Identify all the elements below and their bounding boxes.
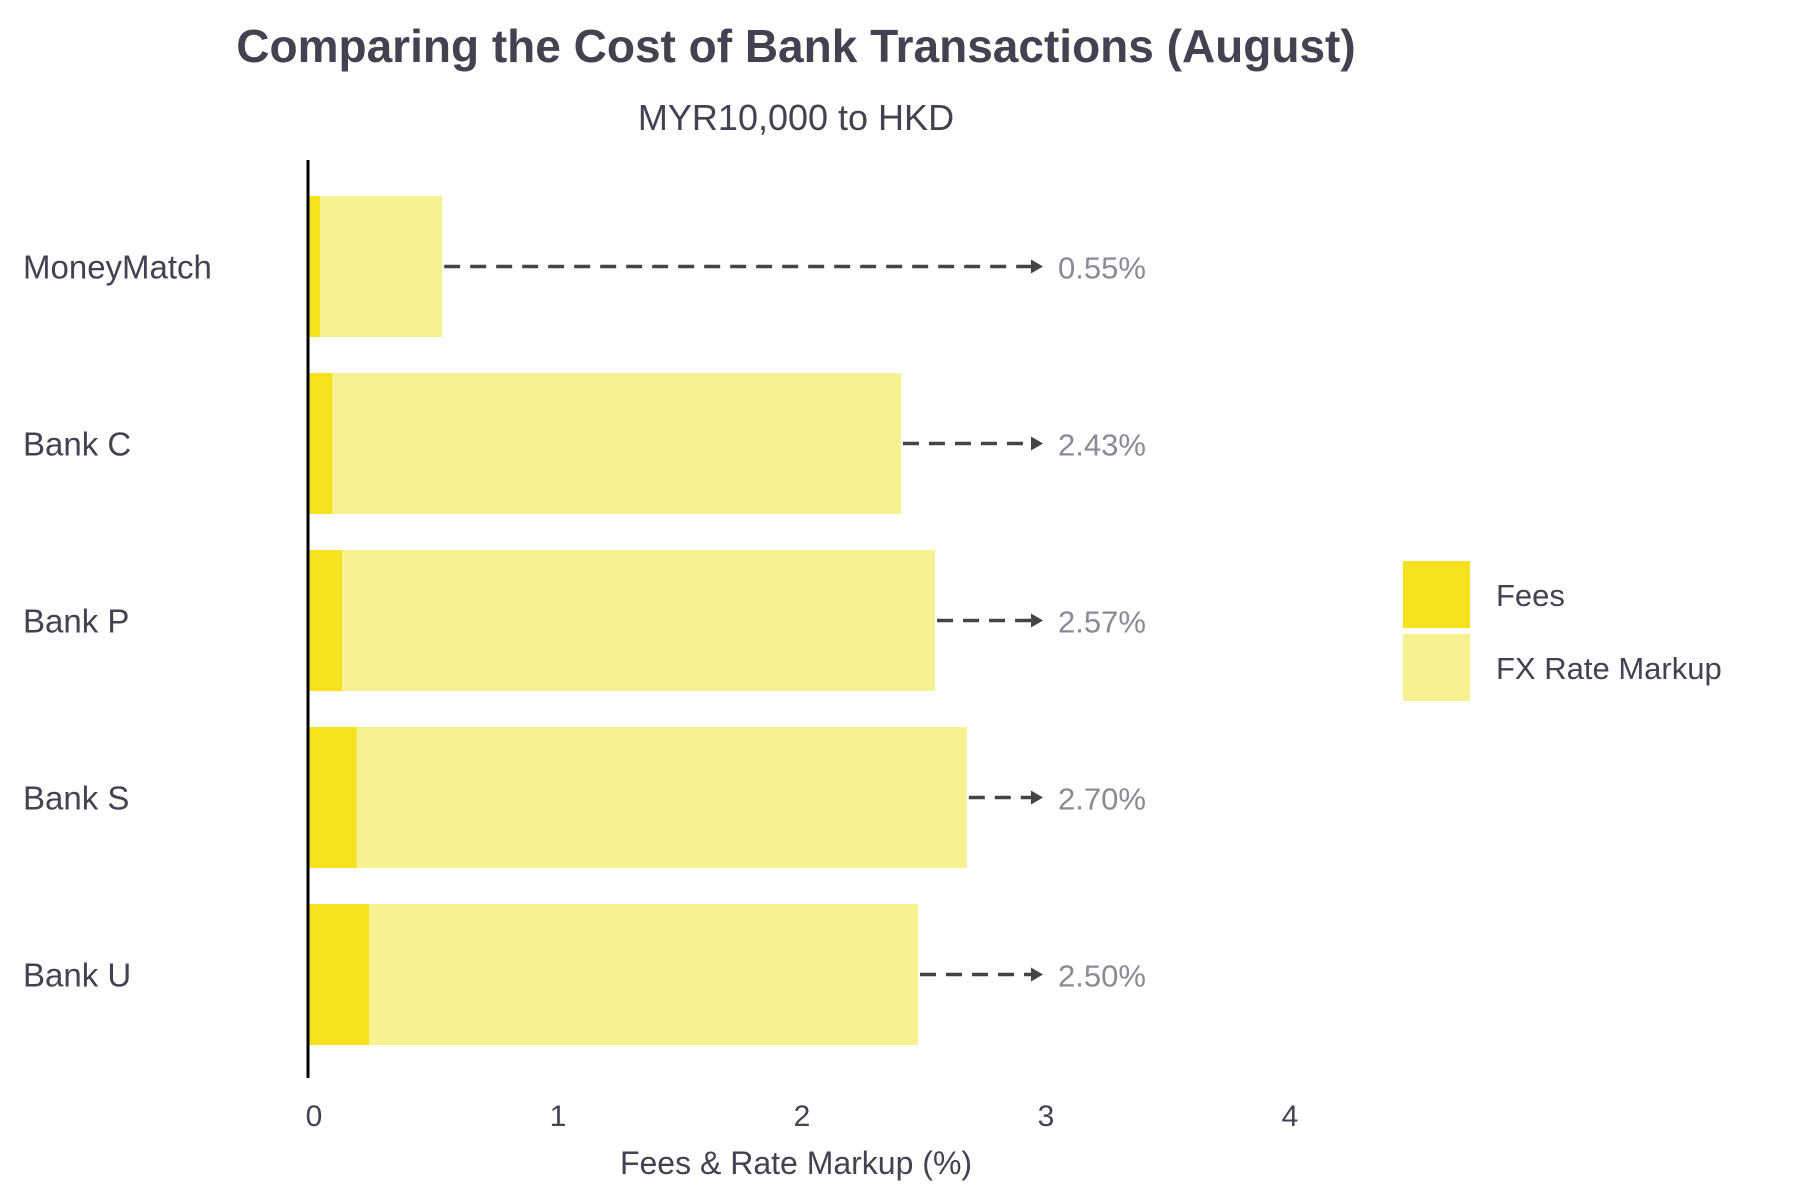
arrow-head-moneymatch	[1031, 259, 1043, 274]
x-tick-label-4: 4	[1282, 1100, 1299, 1133]
bar-fx-rate-markup-bank-p	[342, 550, 936, 691]
category-label-bank-u: Bank U	[23, 957, 131, 994]
legend: Fees FX Rate Markup	[1403, 561, 1722, 701]
category-label-bank-s: Bank S	[23, 780, 129, 817]
chart-title: Comparing the Cost of Bank Transactions …	[236, 20, 1355, 72]
category-label-moneymatch: MoneyMatch	[23, 249, 212, 286]
x-axis-label: Fees & Rate Markup (%)	[620, 1145, 972, 1181]
total-label-bank-s: 2.70%	[1058, 782, 1146, 817]
bar-fx-rate-markup-bank-c	[332, 373, 901, 514]
x-tick-label-3: 3	[1038, 1100, 1055, 1133]
arrow-head-bank-u	[1031, 967, 1043, 982]
bar-fees-moneymatch	[308, 196, 321, 337]
bars-layer	[308, 196, 967, 1045]
arrow-head-bank-c	[1031, 436, 1043, 451]
legend-label-fees: Fees	[1496, 578, 1565, 613]
legend-swatch-fees	[1403, 561, 1470, 628]
total-label-bank-c: 2.43%	[1058, 428, 1146, 463]
bar-fees-bank-s	[308, 727, 357, 868]
legend-swatch-fx-rate-markup	[1403, 634, 1470, 701]
total-label-moneymatch: 0.55%	[1058, 251, 1146, 286]
total-label-bank-u: 2.50%	[1058, 959, 1146, 994]
arrow-head-bank-p	[1031, 613, 1043, 628]
bar-fees-bank-c	[308, 373, 333, 514]
bar-fx-rate-markup-bank-u	[369, 904, 918, 1045]
legend-label-fx-rate-markup: FX Rate Markup	[1496, 651, 1722, 686]
category-label-bank-p: Bank P	[23, 603, 129, 640]
chart-subtitle: MYR10,000 to HKD	[638, 97, 954, 138]
bar-fx-rate-markup-bank-s	[356, 727, 967, 868]
total-label-bank-p: 2.57%	[1058, 605, 1146, 640]
bar-fx-rate-markup-moneymatch	[320, 196, 443, 337]
x-tick-label-1: 1	[550, 1100, 567, 1133]
x-ticks: 0 1 2 3 4	[306, 1100, 1299, 1133]
category-label-bank-c: Bank C	[23, 426, 131, 463]
labels-layer: MoneyMatch 0.55% Bank C 2.43% Bank P 2.57% Ban…	[23, 249, 1146, 994]
x-tick-label-0: 0	[306, 1100, 323, 1133]
x-tick-label-2: 2	[794, 1100, 811, 1133]
arrows-layer	[444, 259, 1043, 982]
bar-fees-bank-p	[308, 550, 343, 691]
bar-fees-bank-u	[308, 904, 369, 1045]
arrow-head-bank-s	[1031, 790, 1043, 805]
